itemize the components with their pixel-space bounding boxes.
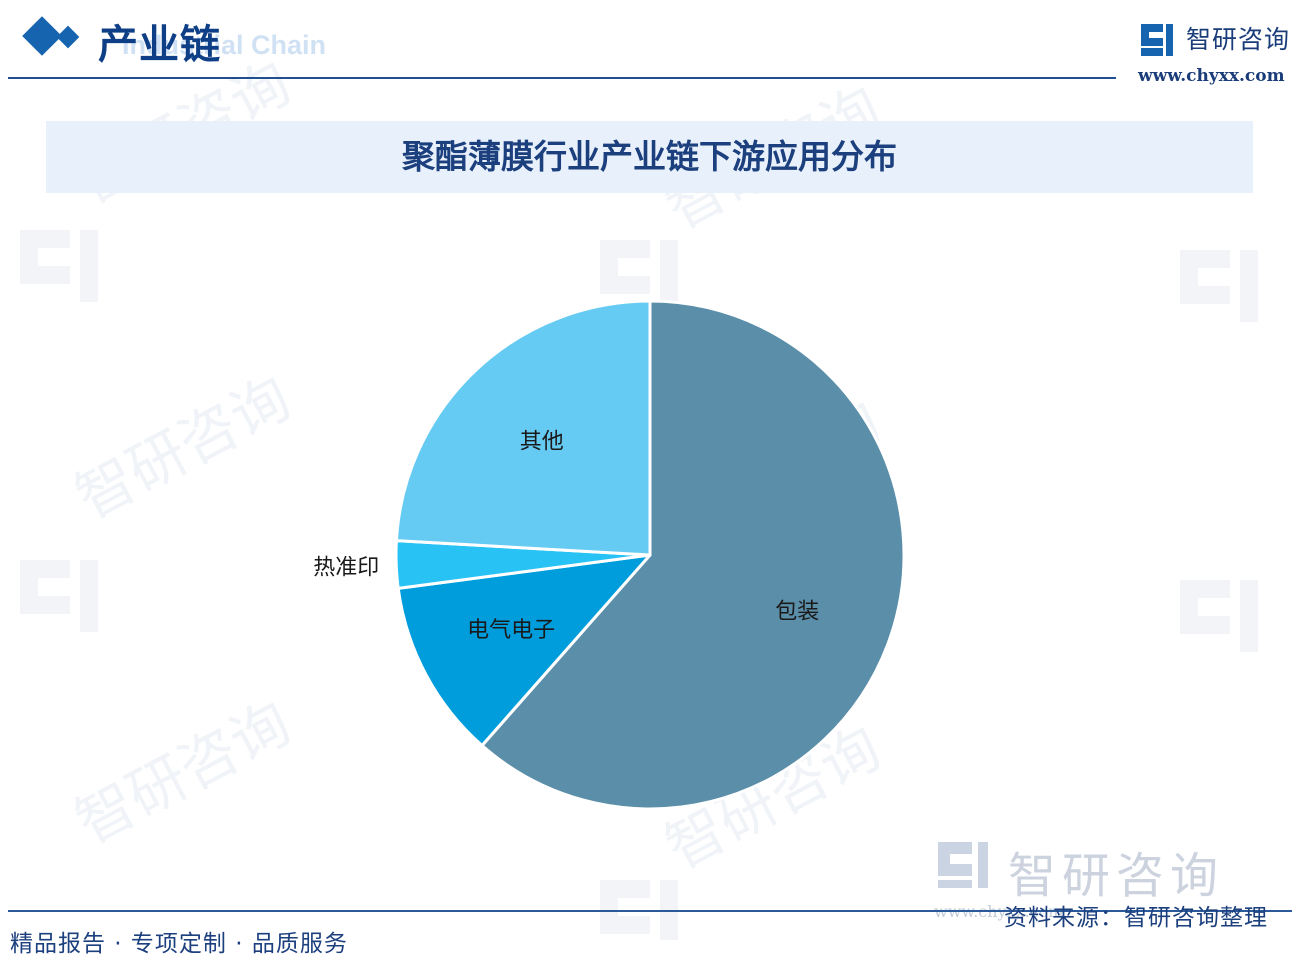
- watermark-logo: [1180, 580, 1258, 652]
- label-electronics: 电气电子: [467, 618, 555, 643]
- source-note: 资料来源：智研咨询整理: [1004, 905, 1268, 931]
- chart-title: 聚酯薄膜行业产业链下游应用分布: [402, 137, 897, 176]
- label-packaging: 包装: [775, 600, 819, 625]
- label-thermal-transfer: 热准印: [313, 556, 379, 581]
- slice-electronics: [396, 553, 652, 748]
- brand-logo-icon: [1141, 24, 1173, 56]
- source-brand-watermark: 智研咨询: [1008, 848, 1225, 904]
- section-title: 产业链: [98, 21, 221, 68]
- header: Industrial Chain 产业链 智研咨询 www.chyxx.com: [0, 0, 1300, 90]
- slice-packaging: [480, 299, 906, 811]
- footer-slogan: 精品报告 · 专项定制 · 品质服务: [10, 931, 348, 957]
- watermark-logo: [20, 230, 98, 302]
- chart-title-band: 聚酯薄膜行业产业链下游应用分布: [46, 121, 1253, 193]
- slice-other: [394, 299, 652, 557]
- footer-divider: [8, 910, 1292, 912]
- watermark-logo: [1180, 250, 1258, 322]
- watermark-logo: [600, 240, 678, 312]
- source-logo-icon: [938, 842, 988, 888]
- label-other: 其他: [520, 430, 564, 455]
- brand-url: www.chyxx.com: [1138, 66, 1285, 86]
- watermark-logo: [20, 560, 98, 632]
- header-divider: [8, 77, 1116, 79]
- watermark-logo: [600, 880, 678, 940]
- brand-name: 智研咨询: [1186, 25, 1291, 54]
- section-subtitle: Industrial Chain: [122, 30, 327, 60]
